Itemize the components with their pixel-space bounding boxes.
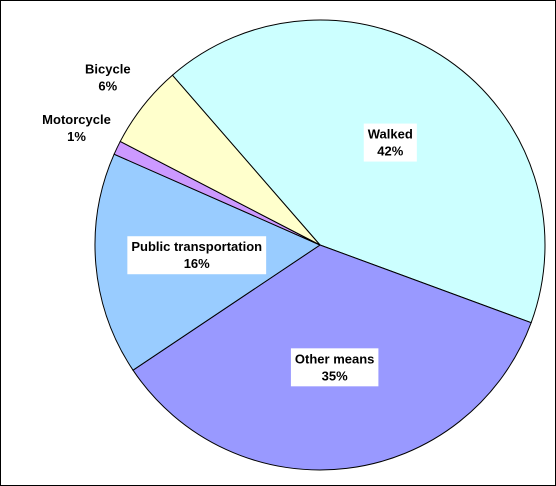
value-label: 35% <box>322 368 348 383</box>
label-background <box>290 348 379 387</box>
category-label: Other means <box>295 351 374 366</box>
label-background <box>127 236 267 275</box>
label-background <box>363 123 417 162</box>
pie-slice <box>119 74 321 246</box>
slice-label: Motorcycle 1% <box>42 112 111 144</box>
slice-label: Walked 42% <box>363 123 417 162</box>
value-label: 42% <box>377 144 403 159</box>
pie-slice <box>171 19 546 324</box>
slice-label: Other means 35% <box>290 348 379 387</box>
category-label: Bicycle <box>85 61 131 76</box>
slice-label: Public transportation 16% <box>127 236 267 275</box>
slice-label: Bicycle 6% <box>85 61 131 93</box>
value-label: 16% <box>184 256 210 271</box>
category-label: Walked <box>368 127 413 142</box>
category-label: Public transportation <box>131 239 262 254</box>
value-label: 6% <box>98 78 117 93</box>
value-label: 1% <box>67 129 86 144</box>
category-label: Motorcycle <box>42 112 111 127</box>
